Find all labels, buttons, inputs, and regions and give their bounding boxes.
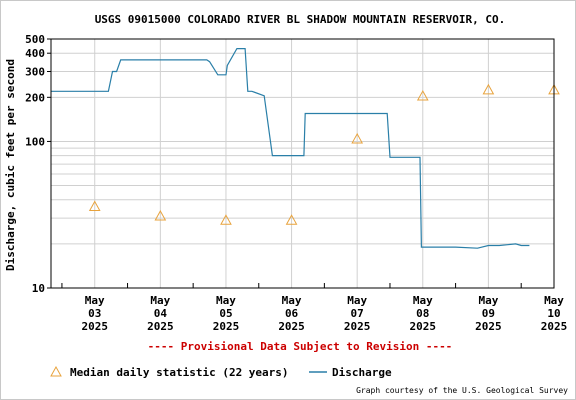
x-tick-label: 08 xyxy=(416,307,429,320)
x-tick-label: 2025 xyxy=(278,320,305,333)
x-tick-label: 04 xyxy=(154,307,168,320)
y-tick-label: 300 xyxy=(25,66,45,79)
x-tick-label: 06 xyxy=(285,307,299,320)
x-tick-label: 03 xyxy=(88,307,101,320)
x-tick-label: May xyxy=(478,294,498,307)
x-tick-label: 2025 xyxy=(344,320,371,333)
x-tick-label: 2025 xyxy=(410,320,437,333)
median-triangle-point xyxy=(154,209,167,221)
median-triangle-point xyxy=(351,132,364,144)
x-tick-label: 05 xyxy=(219,307,232,320)
x-tick-label: May xyxy=(216,294,236,307)
legend-median-label: Median daily statistic (22 years) xyxy=(70,366,289,379)
y-tick-label: 10 xyxy=(32,282,45,295)
chart-title: USGS 09015000 COLORADO RIVER BL SHADOW M… xyxy=(95,13,506,26)
x-tick-label: May xyxy=(85,294,105,307)
x-tick-label: May xyxy=(347,294,367,307)
legend: Median daily statistic (22 years) Discha… xyxy=(50,365,392,379)
median-triangle-point xyxy=(482,83,495,95)
x-tick-label: 2025 xyxy=(213,320,240,333)
x-tick-label: May xyxy=(150,294,170,307)
x-tick-label: 2025 xyxy=(147,320,174,333)
legend-discharge-label: Discharge xyxy=(332,366,392,379)
median-triangle-point xyxy=(220,214,232,225)
provisional-note: ---- Provisional Data Subject to Revisio… xyxy=(148,340,453,353)
y-tick-label: 100 xyxy=(25,135,45,148)
plot-area-border xyxy=(50,38,555,289)
median-triangle-point xyxy=(88,200,101,211)
y-tick-label: 200 xyxy=(25,91,45,104)
grid-lines xyxy=(51,39,555,288)
median-triangle-point xyxy=(416,90,429,101)
y-axis-label: Discharge, cubic feet per second xyxy=(4,59,17,271)
x-tick-label: 09 xyxy=(482,307,495,320)
y-tick-label: 400 xyxy=(25,47,45,60)
x-tick-label: 2025 xyxy=(81,320,108,333)
series-layer xyxy=(51,47,560,249)
x-tick-label: 10 xyxy=(547,307,560,320)
x-tick-label: 07 xyxy=(351,307,364,320)
legend-median-triangle-icon xyxy=(50,365,62,377)
x-tick-label: May xyxy=(413,294,433,307)
x-tick-label: May xyxy=(282,294,302,307)
median-triangle-point xyxy=(285,214,298,225)
y-tick-label: 500 xyxy=(25,33,45,46)
discharge-series-line xyxy=(51,47,530,249)
x-tick-label: 2025 xyxy=(541,320,568,333)
x-tick-label: 2025 xyxy=(475,320,502,333)
x-tick-label: May xyxy=(544,294,564,307)
x-axis-ticks: May032025May042025May052025May062025May0… xyxy=(61,283,568,333)
credit-text: Graph courtesy of the U.S. Geological Su… xyxy=(356,386,568,395)
